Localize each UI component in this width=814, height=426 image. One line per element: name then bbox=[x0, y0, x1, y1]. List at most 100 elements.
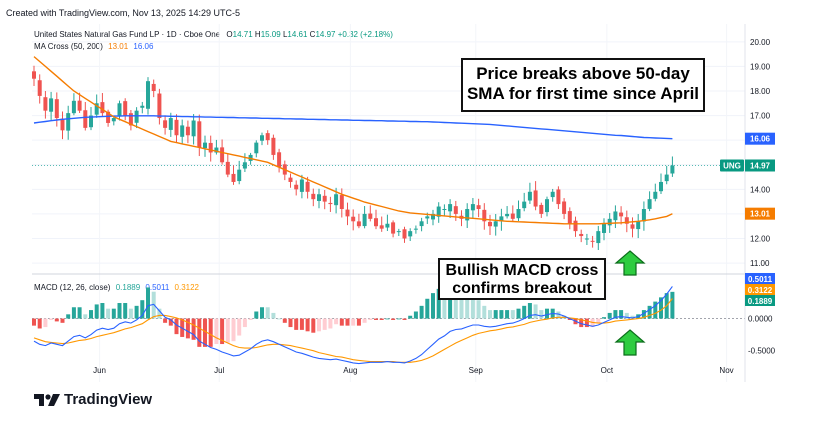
candle-body bbox=[208, 142, 213, 153]
candle-body bbox=[339, 195, 344, 209]
candle-body bbox=[277, 152, 282, 168]
candle-body bbox=[465, 209, 470, 221]
candle-body bbox=[493, 221, 498, 227]
candle-body bbox=[425, 216, 430, 219]
candle-body bbox=[163, 120, 168, 128]
candle-body bbox=[448, 204, 453, 212]
macd-histogram-bar bbox=[265, 307, 270, 319]
candle-body bbox=[510, 213, 515, 219]
macd-histogram-bar bbox=[60, 318, 65, 323]
ticker-tag-label: UNG bbox=[723, 161, 741, 170]
x-tick-label: Aug bbox=[343, 366, 357, 375]
macd-histogram-bar bbox=[379, 318, 384, 320]
tradingview-logo-icon bbox=[34, 393, 60, 406]
macd-histogram-bar bbox=[431, 293, 435, 319]
candle-body bbox=[396, 231, 401, 233]
candle-body bbox=[168, 118, 173, 130]
candle-body bbox=[54, 99, 59, 119]
candle-body bbox=[602, 223, 606, 233]
macd-histogram-bar bbox=[174, 318, 179, 335]
candle-body bbox=[305, 181, 310, 192]
candle-body bbox=[567, 211, 572, 224]
candle-body bbox=[470, 204, 475, 211]
ticker-tag-box bbox=[720, 159, 744, 172]
macd-tag-box bbox=[745, 273, 775, 284]
brand-name: TradingView bbox=[64, 391, 153, 408]
macd-histogram-bar bbox=[231, 318, 236, 342]
ohlc-open: 14.71 bbox=[232, 30, 253, 39]
candle-body bbox=[134, 110, 139, 123]
macd-histogram-bar bbox=[89, 310, 93, 319]
price-tick-label: 14.00 bbox=[750, 185, 771, 194]
macd-histogram-bar bbox=[299, 318, 304, 330]
macd-histogram-bar bbox=[49, 318, 54, 320]
macd-histogram-bar bbox=[368, 318, 373, 320]
macd-signal-line bbox=[33, 298, 673, 363]
tradingview-logo[interactable]: TradingView bbox=[34, 391, 152, 408]
green-up-arrow-icon bbox=[614, 250, 646, 276]
candle-body bbox=[60, 118, 65, 131]
macd-histogram-bar bbox=[356, 318, 361, 326]
macd-histogram-bar bbox=[106, 308, 111, 319]
macd-histogram-bar bbox=[248, 318, 253, 320]
ma200-value: 16.06 bbox=[133, 42, 154, 51]
ma50-value: 13.01 bbox=[108, 42, 129, 51]
x-tick-label: Sep bbox=[469, 366, 484, 375]
macd-histogram-bar bbox=[277, 318, 282, 320]
candle-body bbox=[214, 147, 219, 153]
candle-body bbox=[545, 199, 549, 213]
candle-body bbox=[419, 221, 424, 227]
macd-histogram-bar bbox=[556, 311, 561, 319]
candle-body bbox=[408, 231, 413, 237]
candle-body bbox=[242, 162, 247, 169]
candle-body bbox=[146, 81, 150, 109]
macd-histogram-bar bbox=[459, 293, 464, 319]
macd-histogram-bar bbox=[545, 308, 549, 319]
candle-body bbox=[311, 193, 316, 200]
macd-histogram-bar bbox=[567, 318, 572, 320]
ohlc-close-label: C bbox=[309, 30, 316, 39]
candle-body bbox=[237, 169, 242, 182]
macd-histogram-bar bbox=[670, 291, 675, 319]
candle-body bbox=[647, 199, 652, 209]
candle-body bbox=[260, 135, 264, 141]
macd-histogram-bar bbox=[203, 318, 207, 347]
candle-body bbox=[653, 191, 658, 199]
macd-histogram-bar bbox=[505, 310, 510, 319]
candle-body bbox=[174, 119, 179, 136]
macd-histogram-bar bbox=[111, 308, 116, 319]
macd-histogram-bar bbox=[123, 303, 128, 319]
macd-histogram-bar bbox=[185, 318, 190, 339]
macd-histogram-bar bbox=[579, 318, 584, 328]
price-tags: 16.06 UNG 14.97 13.01 0.5011 0.3122 0.1889 bbox=[720, 132, 775, 306]
candle-body bbox=[522, 201, 527, 209]
candle-body bbox=[453, 206, 458, 214]
candle-body bbox=[32, 71, 36, 79]
macd-histogram-bar bbox=[402, 318, 407, 320]
macd-tag-box bbox=[745, 295, 775, 306]
macd-legend: MACD (12, 26, close) 0.1889 0.5011 0.312… bbox=[34, 283, 199, 292]
macd-histogram-bar bbox=[482, 305, 487, 319]
macd-line-value: 0.5011 bbox=[145, 283, 170, 292]
candle-body bbox=[197, 121, 202, 148]
macd-histogram-bar bbox=[539, 310, 544, 319]
x-tick-label: Jul bbox=[214, 366, 224, 375]
candle-body bbox=[431, 213, 435, 220]
candle-body bbox=[111, 118, 116, 122]
candle-body bbox=[619, 212, 624, 217]
candle-body bbox=[123, 101, 128, 116]
symbol-legend: United States Natural Gas Fund LP · 1D ·… bbox=[34, 30, 393, 39]
ma-legend: MA Cross (50, 200) 13.01 16.06 bbox=[34, 42, 153, 51]
macd-histogram-bar bbox=[425, 298, 430, 319]
macd-histogram-bar bbox=[322, 318, 327, 330]
candle-body bbox=[550, 191, 555, 198]
candle-body bbox=[94, 103, 99, 115]
macd-histogram-bar bbox=[476, 300, 481, 319]
macd-histogram-bar bbox=[220, 318, 225, 345]
candle-body bbox=[624, 217, 629, 224]
candle-body bbox=[590, 240, 595, 242]
macd-histogram-bar bbox=[385, 318, 390, 320]
ohlc-close: 14.97 bbox=[315, 30, 336, 39]
candle-body bbox=[641, 209, 646, 222]
